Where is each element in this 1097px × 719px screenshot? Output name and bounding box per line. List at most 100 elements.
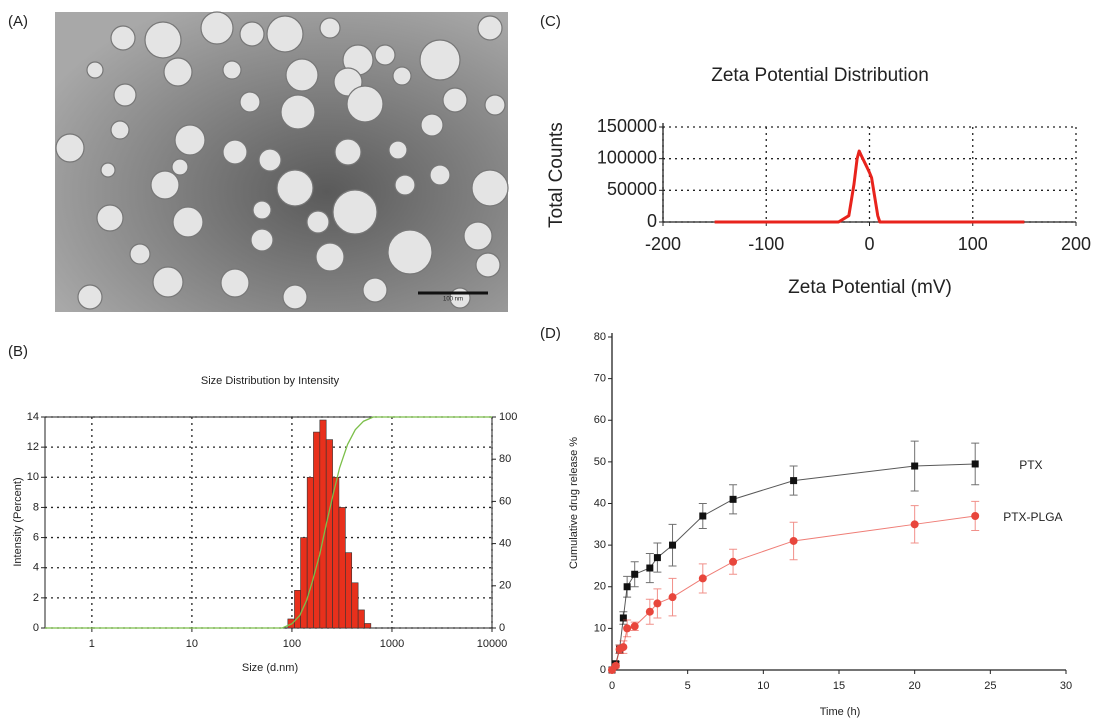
- vesicle: [201, 12, 233, 44]
- vesicle: [421, 114, 443, 136]
- bar: [339, 507, 345, 628]
- vesicle: [173, 207, 203, 237]
- marker: [730, 496, 737, 503]
- y-tick-label: 70: [594, 373, 606, 385]
- y-tick-label: 0: [647, 211, 657, 231]
- scale-bar-label: 100 nm: [443, 297, 463, 303]
- y-tick-label: 12: [27, 441, 39, 453]
- vesicle: [221, 269, 249, 297]
- x-tick-label: 0: [609, 680, 615, 692]
- bar: [313, 432, 319, 628]
- marker: [669, 593, 677, 601]
- chart-title: Zeta Potential Distribution: [711, 65, 929, 86]
- vesicle: [286, 59, 318, 91]
- x-tick-label: -100: [748, 234, 784, 254]
- marker: [646, 565, 653, 572]
- marker: [971, 512, 979, 520]
- vesicle: [363, 278, 387, 302]
- vesicle: [395, 175, 415, 195]
- bar: [307, 477, 313, 628]
- y2-tick-label: 60: [499, 495, 511, 507]
- vesicle: [281, 95, 315, 129]
- x-tick-label: 1: [89, 638, 95, 650]
- series-label: PTX-PLGA: [1003, 510, 1062, 524]
- x-tick-label: 5: [685, 680, 691, 692]
- vesicle: [78, 285, 102, 309]
- y2-tick-label: 20: [499, 580, 511, 592]
- chart-title: Size Distribution by Intensity: [201, 375, 340, 387]
- y-tick-label: 4: [33, 562, 39, 574]
- bar: [326, 440, 332, 628]
- y-tick-label: 40: [594, 497, 606, 509]
- marker: [729, 558, 737, 566]
- y-tick-label: 80: [594, 331, 606, 343]
- marker: [699, 574, 707, 582]
- marker: [612, 662, 620, 670]
- x-tick-label: 10: [757, 680, 769, 692]
- vesicle: [267, 16, 303, 52]
- panel-label: (A): [8, 13, 28, 30]
- cumulative-line: [45, 417, 492, 628]
- y-axis-label: Cumulative drug release %: [568, 437, 580, 569]
- vesicle: [478, 16, 502, 40]
- vesicle: [430, 165, 450, 185]
- vesicle: [240, 22, 264, 46]
- x-tick-label: 10: [186, 638, 198, 650]
- panel-label: (B): [8, 343, 28, 360]
- vesicle: [485, 95, 505, 115]
- vesicle: [111, 26, 135, 50]
- marker: [911, 520, 919, 528]
- series-label: PTX: [1019, 458, 1042, 472]
- marker: [669, 542, 676, 549]
- vesicle: [443, 88, 467, 112]
- x-tick-label: 100: [958, 234, 988, 254]
- y-tick-label: 14: [27, 411, 39, 423]
- bar: [352, 583, 358, 628]
- x-tick-label: -200: [645, 234, 681, 254]
- marker: [631, 571, 638, 578]
- vesicle: [393, 67, 411, 85]
- vesicle: [114, 84, 136, 106]
- y-tick-label: 20: [594, 581, 606, 593]
- x-tick-label: 15: [833, 680, 845, 692]
- plot-frame: [45, 417, 492, 628]
- vesicle: [333, 190, 377, 234]
- bar: [364, 623, 370, 628]
- y-axis-label: Intensity (Percent): [12, 477, 24, 566]
- marker: [972, 460, 979, 467]
- y2-tick-label: 40: [499, 538, 511, 550]
- bar: [294, 590, 300, 628]
- bar: [358, 610, 364, 628]
- x-tick-label: 0: [864, 234, 874, 254]
- x-axis-label: Time (h): [820, 706, 861, 718]
- x-tick-label: 25: [984, 680, 996, 692]
- figure: (A) 100 nm (B) Size Distribution by Intensi…: [0, 0, 1097, 719]
- y-tick-label: 2: [33, 592, 39, 604]
- vesicle: [223, 61, 241, 79]
- vesicle: [151, 171, 179, 199]
- y-tick-label: 0: [600, 664, 606, 676]
- marker: [790, 477, 797, 484]
- vesicle: [277, 170, 313, 206]
- x-tick-label: 100: [283, 638, 301, 650]
- y2-tick-label: 80: [499, 453, 511, 465]
- vesicle: [253, 201, 271, 219]
- x-axis-label: Size (d.nm): [242, 662, 298, 674]
- vesicle: [153, 267, 183, 297]
- x-tick-label: 30: [1060, 680, 1072, 692]
- vesicle: [316, 243, 344, 271]
- panel-label: (D): [540, 325, 561, 342]
- vesicle: [101, 163, 115, 177]
- y-tick-label: 150000: [597, 116, 657, 136]
- vesicle: [476, 253, 500, 277]
- y-tick-label: 50000: [607, 179, 657, 199]
- marker: [623, 624, 631, 632]
- vesicle: [464, 222, 492, 250]
- vesicle: [56, 134, 84, 162]
- marker: [619, 643, 627, 651]
- vesicle: [389, 141, 407, 159]
- marker: [790, 537, 798, 545]
- vesicle: [283, 285, 307, 309]
- marker: [624, 583, 631, 590]
- bar: [320, 420, 326, 628]
